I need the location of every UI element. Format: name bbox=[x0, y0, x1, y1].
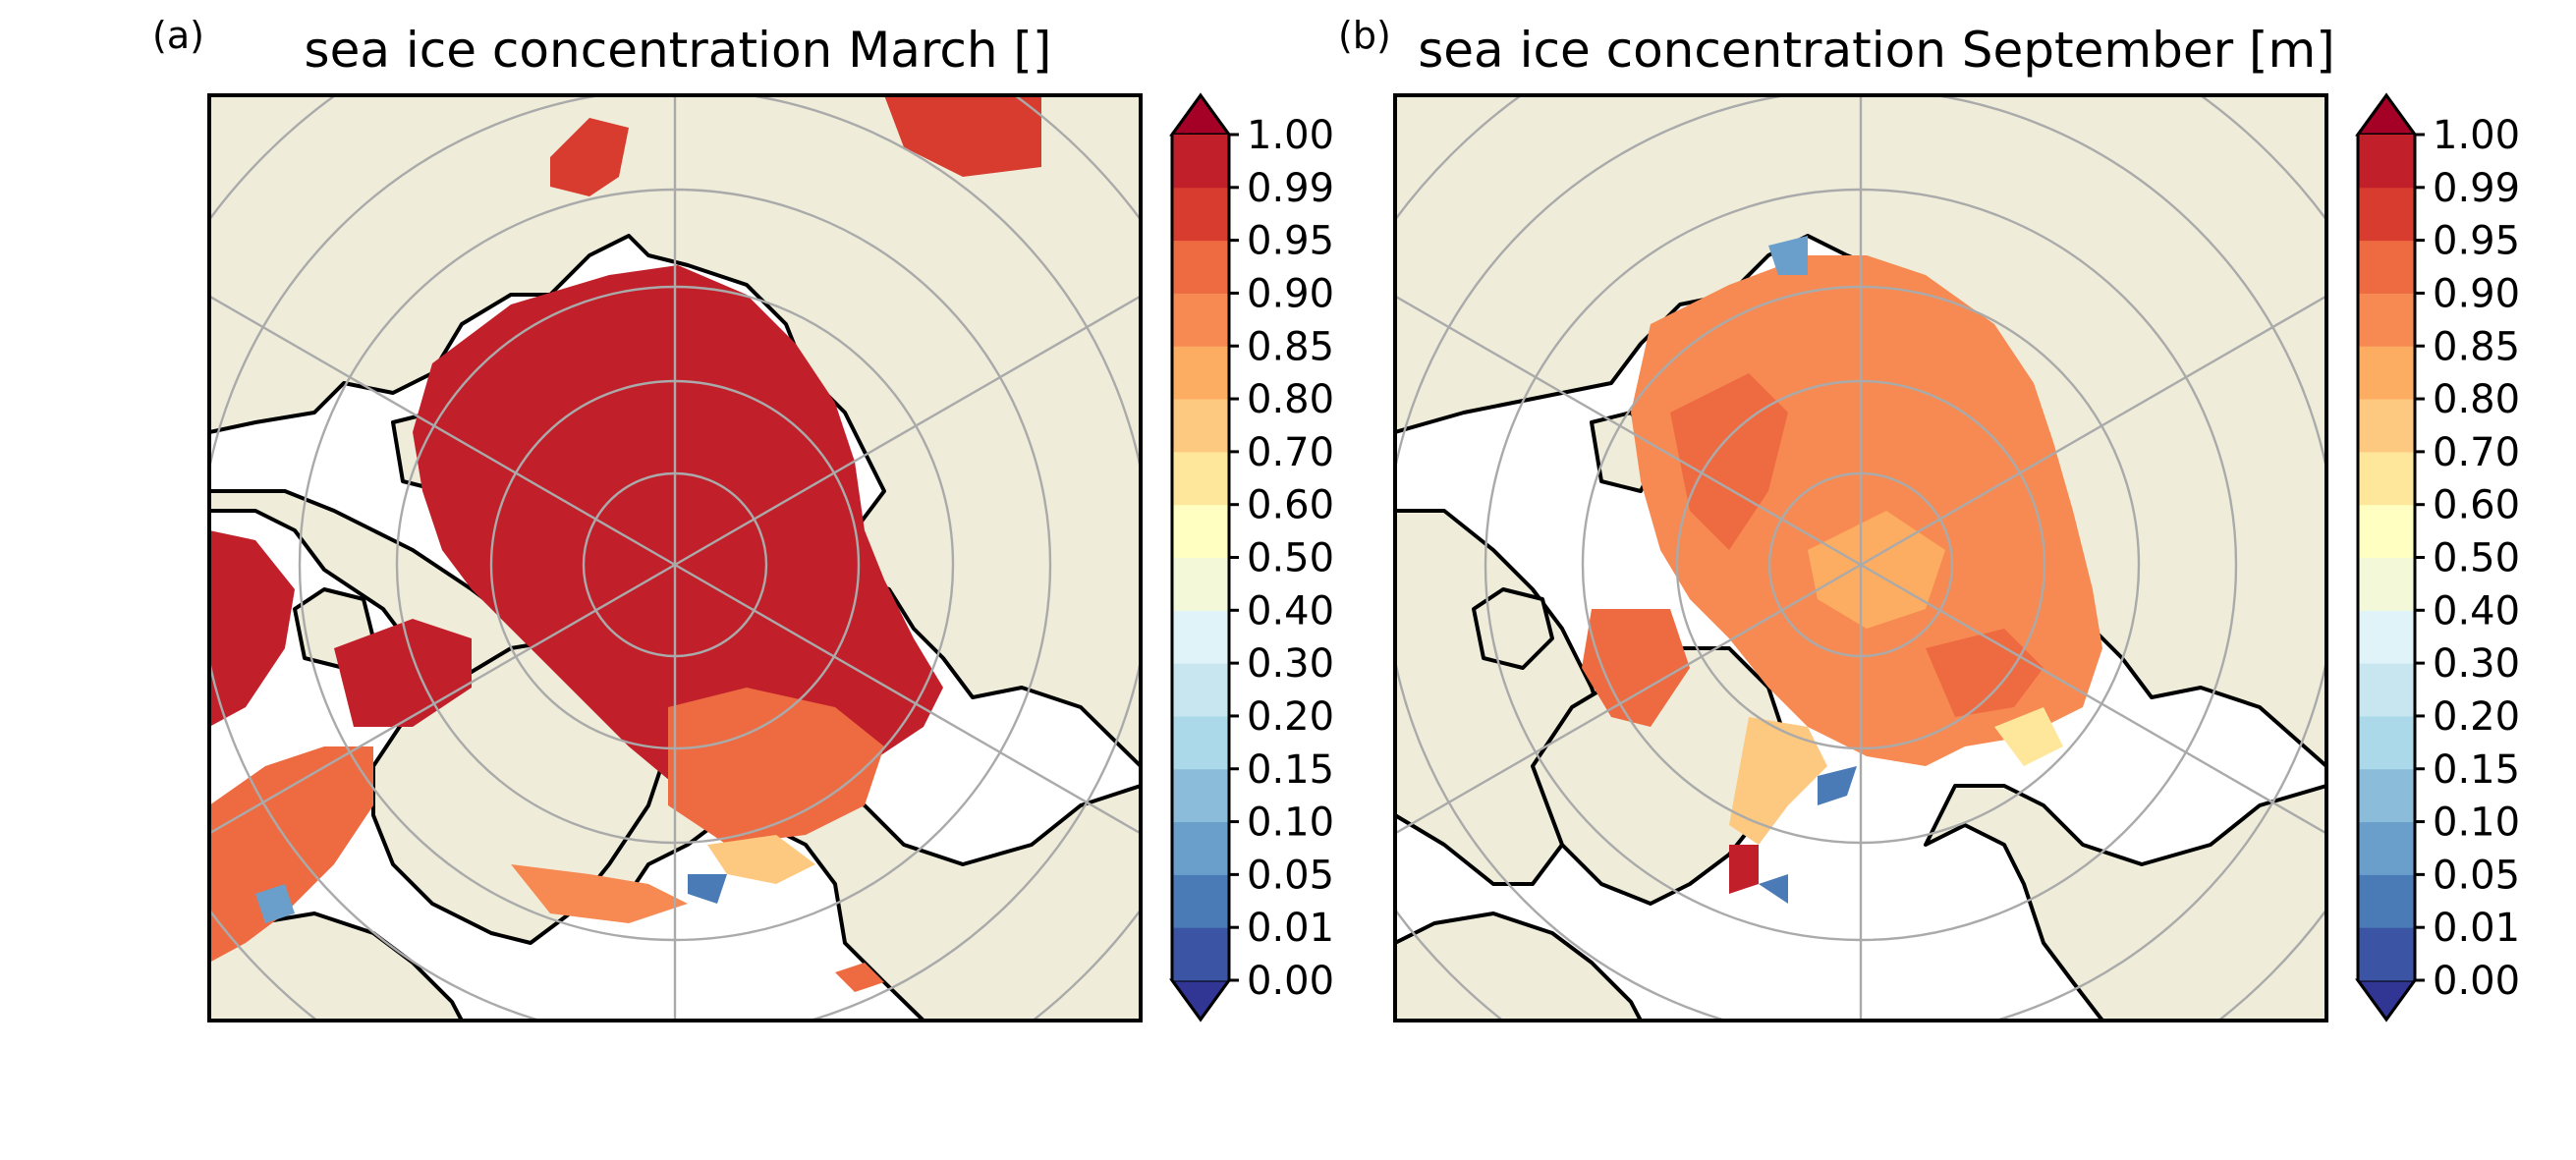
colorbar-a-over-extension bbox=[1169, 92, 1232, 137]
colorbar-b-segment bbox=[2358, 135, 2415, 189]
colorbar-b-over-extension bbox=[2355, 92, 2418, 137]
colorbar-b-segment bbox=[2358, 927, 2415, 981]
colorbar-b-tick-label: 0.99 bbox=[2433, 166, 2520, 211]
colorbar-b-segment bbox=[2358, 346, 2415, 400]
colorbar-a-segment bbox=[1172, 504, 1229, 558]
colorbar-a-tick-label: 1.00 bbox=[1247, 113, 1334, 158]
panel-title-a: sea ice concentration March [] bbox=[304, 22, 1052, 79]
colorbar-b: 0.00 0.01 0.05 0.10 0.15 0.20 0.30 0.40 0.50 0.60… bbox=[2355, 92, 2520, 1022]
colorbar-b-tick-label: 0.90 bbox=[2433, 271, 2520, 316]
map-frame-a bbox=[207, 93, 1143, 1022]
colorbar-b-tick-label: 0.01 bbox=[2433, 906, 2520, 951]
colorbar-b-segment bbox=[2358, 874, 2415, 928]
colorbar-b-segment bbox=[2358, 610, 2415, 664]
colorbar-a-segment bbox=[1172, 240, 1229, 294]
colorbar-b-segment bbox=[2358, 715, 2415, 770]
sea-ice-b bbox=[1582, 236, 2102, 904]
colorbar-b-segment bbox=[2358, 821, 2415, 875]
colorbar-a-segment bbox=[1172, 187, 1229, 242]
colorbar-b-tick-label: 0.05 bbox=[2433, 853, 2520, 898]
colorbar-a-tick-label: 0.20 bbox=[1247, 694, 1334, 740]
colorbar-a-tick-label: 0.99 bbox=[1247, 166, 1334, 211]
map-frame-b bbox=[1393, 93, 2328, 1022]
colorbar-a-tick-label: 0.15 bbox=[1247, 747, 1334, 793]
colorbar-b-tick-label: 0.50 bbox=[2433, 536, 2520, 581]
colorbar-a-segment bbox=[1172, 821, 1229, 875]
colorbar-a-tick-label: 0.40 bbox=[1247, 588, 1334, 634]
colorbar-a-segment bbox=[1172, 346, 1229, 400]
colorbar-a-tick-label: 0.90 bbox=[1247, 271, 1334, 316]
colorbar-b-segment bbox=[2358, 240, 2415, 294]
colorbar-a-segment bbox=[1172, 610, 1229, 664]
colorbar-b-segment bbox=[2358, 768, 2415, 823]
colorbar-b-tick-label: 0.60 bbox=[2433, 483, 2520, 528]
colorbar-a-segment bbox=[1172, 715, 1229, 770]
colorbar-b-tick-label: 0.80 bbox=[2433, 377, 2520, 422]
colorbar-b-segment bbox=[2358, 451, 2415, 506]
colorbar-a-segment bbox=[1172, 927, 1229, 981]
colorbar-a-segment bbox=[1172, 768, 1229, 823]
colorbar-b-segment bbox=[2358, 187, 2415, 242]
colorbar-a-tick-label: 0.00 bbox=[1247, 959, 1334, 1004]
colorbar-b-tick-label: 0.40 bbox=[2433, 588, 2520, 634]
colorbar-b-segment bbox=[2358, 557, 2415, 611]
colorbar-a-tick-label: 0.80 bbox=[1247, 377, 1334, 422]
colorbar-b-segment bbox=[2358, 504, 2415, 558]
colorbar-a: 0.00 0.01 0.05 0.10 0.15 0.20 0.30 0.40 0.50 0.60… bbox=[1169, 92, 1334, 1022]
colorbar-b-tick-label: 0.85 bbox=[2433, 324, 2520, 369]
graticule-b bbox=[1395, 95, 2326, 1021]
colorbar-a-segment bbox=[1172, 399, 1229, 453]
colorbar-a-segment bbox=[1172, 293, 1229, 347]
sea-ice-a bbox=[209, 95, 1041, 992]
colorbar-a-tick-label: 0.70 bbox=[1247, 430, 1334, 475]
colorbar-a-segment bbox=[1172, 663, 1229, 717]
colorbar-b-tick-label: 0.00 bbox=[2433, 959, 2520, 1004]
colorbar-a-segment bbox=[1172, 451, 1229, 506]
map-b bbox=[1395, 95, 2326, 1021]
panel-title-b: sea ice concentration September [m] bbox=[1418, 22, 2335, 79]
colorbar-a-tick-label: 0.95 bbox=[1247, 219, 1334, 264]
colorbar-a-tick-label: 0.10 bbox=[1247, 801, 1334, 846]
colorbar-b-tick-label: 0.15 bbox=[2433, 747, 2520, 793]
colorbar-a-under-extension bbox=[1169, 978, 1232, 1022]
panel-label-a: (a) bbox=[152, 14, 204, 57]
colorbar-a-segment bbox=[1172, 135, 1229, 189]
colorbar-b-tick-label: 0.10 bbox=[2433, 801, 2520, 846]
colorbar-a-segment bbox=[1172, 874, 1229, 928]
colorbar-b-tick-label: 0.20 bbox=[2433, 694, 2520, 740]
colorbar-b-tick-label: 0.95 bbox=[2433, 219, 2520, 264]
map-a bbox=[209, 95, 1141, 1021]
colorbar-b-segment bbox=[2358, 293, 2415, 347]
colorbar-b-segment bbox=[2358, 663, 2415, 717]
colorbar-a-tick-label: 0.05 bbox=[1247, 853, 1334, 898]
colorbar-b-segment bbox=[2358, 399, 2415, 453]
graticule-a bbox=[209, 95, 1141, 1021]
colorbar-a-tick-label: 0.01 bbox=[1247, 906, 1334, 951]
colorbar-b-tick-label: 1.00 bbox=[2433, 113, 2520, 158]
colorbar-a-tick-label: 0.85 bbox=[1247, 324, 1334, 369]
panel-label-b: (b) bbox=[1338, 14, 1391, 57]
colorbar-a-tick-label: 0.50 bbox=[1247, 536, 1334, 581]
colorbar-a-segment bbox=[1172, 557, 1229, 611]
colorbar-b-under-extension bbox=[2355, 978, 2418, 1022]
colorbar-a-tick-label: 0.30 bbox=[1247, 641, 1334, 687]
colorbar-a-tick-label: 0.60 bbox=[1247, 483, 1334, 528]
colorbar-b-tick-label: 0.70 bbox=[2433, 430, 2520, 475]
colorbar-b-tick-label: 0.30 bbox=[2433, 641, 2520, 687]
